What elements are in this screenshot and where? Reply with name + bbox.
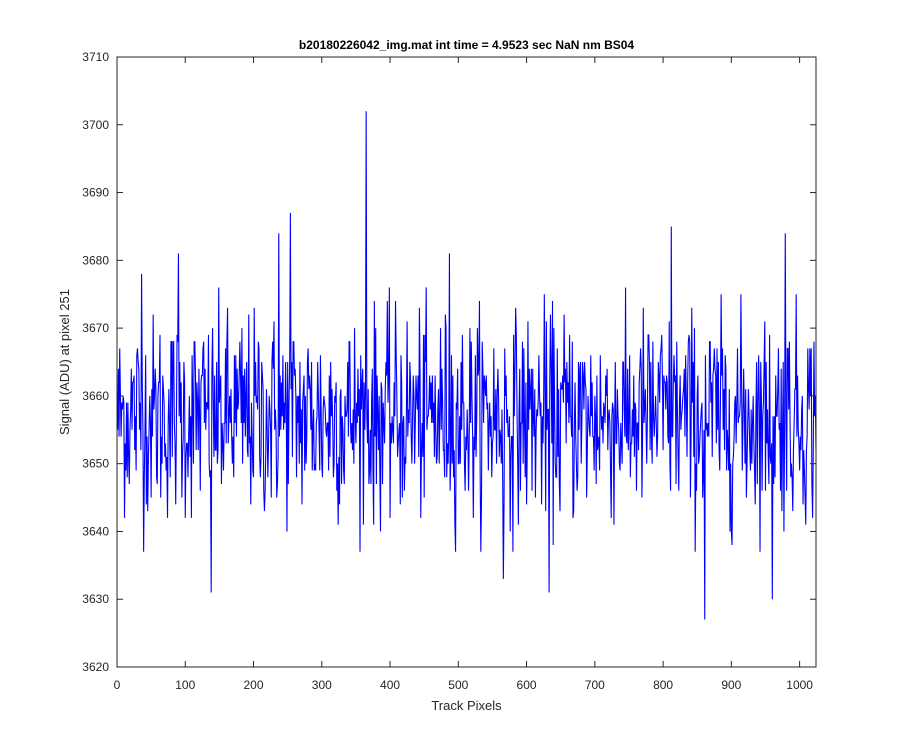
x-tick-label: 500	[448, 678, 468, 692]
x-tick-label: 400	[380, 678, 400, 692]
chart-title: b20180226042_img.mat int time = 4.9523 s…	[299, 38, 635, 52]
axes-frame	[116, 56, 817, 668]
plot-area	[117, 57, 816, 667]
y-tick-label: 3680	[82, 253, 109, 267]
x-tick-label: 300	[312, 678, 332, 692]
series-layer	[117, 111, 817, 620]
x-tick-label: 700	[585, 678, 605, 692]
x-tick-label: 800	[653, 678, 673, 692]
y-tick-label: 3620	[82, 660, 109, 674]
series-line	[117, 111, 817, 620]
ticks-layer: 0 100 200 300 400 500 600 700 800 900 1000 3620 3630…	[82, 50, 816, 692]
x-tick-label: 600	[517, 678, 537, 692]
y-tick-label: 3650	[82, 457, 109, 471]
x-tick-label: 200	[244, 678, 264, 692]
x-tick-label: 900	[721, 678, 741, 692]
y-tick-label: 3710	[82, 50, 109, 64]
y-axis-label: Signal (ADU) at pixel 251	[57, 289, 72, 435]
y-tick-label: 3630	[82, 592, 109, 606]
y-tick-label: 3660	[82, 389, 109, 403]
x-axis-label: Track Pixels	[431, 698, 502, 713]
y-tick-label: 3640	[82, 524, 109, 538]
x-tick-label: 100	[175, 678, 195, 692]
y-tick-label: 3670	[82, 321, 109, 335]
x-tick-label: 1000	[786, 678, 813, 692]
y-tick-label: 3690	[82, 186, 109, 200]
y-tick-label: 3700	[82, 118, 109, 132]
x-tick-label: 0	[114, 678, 121, 692]
